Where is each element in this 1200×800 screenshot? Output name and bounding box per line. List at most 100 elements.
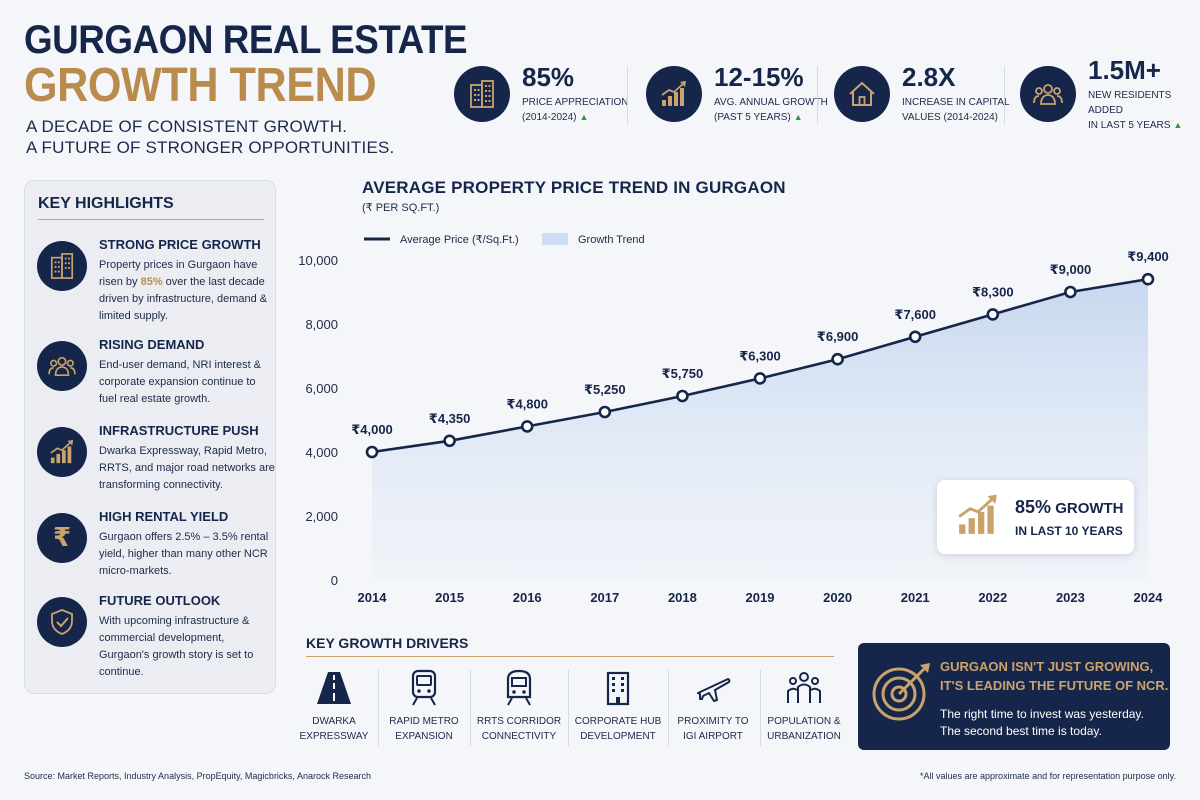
office-building-icon <box>570 668 666 708</box>
metro-train-icon <box>376 668 472 708</box>
stat-label-2: IN LAST 5 YEARS <box>1088 119 1171 131</box>
data-label: ₹7,600 <box>894 307 936 322</box>
x-tick-label: 2015 <box>435 590 464 605</box>
driver-label-1: DWARKA <box>312 716 356 727</box>
driver-divider <box>470 670 471 746</box>
airplane-icon <box>665 668 761 708</box>
driver-divider <box>568 670 569 746</box>
driver-label-2: EXPRESSWAY <box>299 731 369 742</box>
stat-label-1: INCREASE IN CAPITAL <box>902 97 1010 108</box>
growth-callout-value: 85% <box>1015 496 1052 517</box>
driver-item: RRTS CORRIDOR CONNECTIVITY <box>471 668 567 744</box>
data-point <box>365 445 379 459</box>
building-icon <box>37 241 87 291</box>
building-icon <box>454 66 510 122</box>
stat-divider <box>627 66 628 124</box>
driver-label-1: PROXIMITY TO <box>677 716 749 727</box>
highlight-desc: End-user demand, NRI interest & corporat… <box>99 359 262 405</box>
data-point <box>520 420 534 433</box>
x-tick-label: 2022 <box>978 590 1007 605</box>
data-point <box>598 405 612 419</box>
driver-item: DWARKA EXPRESSWAY <box>286 668 382 744</box>
data-label: ₹4,000 <box>351 422 393 437</box>
stat-value: 2.8X <box>902 62 956 92</box>
data-point <box>443 434 456 448</box>
cta-headline-2: IT'S LEADING THE FUTURE OF NCR. <box>940 678 1169 693</box>
growth-callout-suffix: GROWTH <box>1051 499 1124 517</box>
x-tick-label: 2024 <box>1134 590 1164 605</box>
x-tick-label: 2018 <box>668 590 697 605</box>
data-label: ₹9,000 <box>1050 262 1092 277</box>
drivers-divider <box>306 656 834 657</box>
stat-label-1: PRICE APPRECIATION <box>522 97 629 108</box>
growth-callout-caption: IN LAST 10 YEARS <box>1015 523 1123 538</box>
subtitle-line-1: A DECADE OF CONSISTENT GROWTH. <box>26 117 348 136</box>
data-label: ₹5,250 <box>584 382 626 397</box>
driver-label-2: URBANIZATION <box>767 731 841 742</box>
driver-item: PROXIMITY TO IGI AIRPORT <box>665 668 761 744</box>
driver-divider <box>378 670 379 746</box>
house-icon <box>834 66 890 122</box>
title-line-1: GURGAON REAL ESTATE <box>24 18 468 62</box>
y-axis: 0 2,000 4,000 6,000 8,000 10,000 <box>298 253 338 588</box>
x-tick-label: 2023 <box>1056 590 1085 605</box>
rrts-train-icon <box>471 668 567 708</box>
driver-label-2: CONNECTIVITY <box>481 731 557 742</box>
x-tick-label: 2017 <box>590 590 619 605</box>
data-label: ₹5,750 <box>662 366 704 381</box>
legend-line-label: Average Price (₹/Sq.Ft.) <box>400 234 519 246</box>
driver-item: CORPORATE HUB DEVELOPMENT <box>570 668 666 744</box>
stat-label-2: (PAST 5 YEARS) <box>714 112 791 123</box>
data-points <box>365 272 1155 459</box>
cta-headline-1: GURGAON ISN'T JUST GROWING, <box>940 659 1154 674</box>
highlight-emphasis: 85% <box>140 276 163 288</box>
driver-divider <box>760 670 761 746</box>
highlight-desc: Dwarka Expressway, Rapid Metro, RRTS, an… <box>99 445 275 491</box>
stat-label-2: (2014-2024) <box>522 112 577 123</box>
stat-price-appreciation: 85% PRICE APPRECIATION (2014-2024) ▲ <box>454 62 629 126</box>
stat-value: 1.5M+ <box>1088 54 1161 85</box>
driver-label-1: RAPID METRO <box>389 716 459 727</box>
growth-callout: 85% GROWTH IN LAST 10 YEARS <box>937 480 1134 554</box>
stat-new-residents: 1.5M+ NEW RESIDENTS ADDED IN LAST 5 YEAR… <box>1020 56 1200 131</box>
growth-chart-icon <box>646 66 702 122</box>
source-note: Source: Market Reports, Industry Analysi… <box>24 771 371 781</box>
driver-label-2: IGI AIRPORT <box>683 731 743 742</box>
highlight-desc-text: Property prices in Gurgaon have risen by <box>99 259 258 288</box>
key-highlights-title: KEY HIGHLIGHTS <box>38 195 174 212</box>
chart-title: AVERAGE PROPERTY PRICE TREND IN GURGAON <box>362 178 786 197</box>
chart-legend: Average Price (₹/Sq.Ft.) Growth Trend <box>364 233 645 246</box>
data-point <box>676 389 689 403</box>
data-point <box>1064 285 1077 299</box>
up-arrow-icon: ▲ <box>1173 119 1183 130</box>
data-point <box>753 372 767 385</box>
target-icon <box>870 661 932 728</box>
cta-body-1: The right time to invest was yesterday. <box>940 707 1144 721</box>
x-tick-label: 2016 <box>513 590 542 605</box>
highlight-title: RISING DEMAND <box>99 337 205 352</box>
road-icon <box>286 668 382 708</box>
highlight-title: HIGH RENTAL YIELD <box>99 509 229 524</box>
x-axis: 2014 2015 2016 2017 2018 2019 2020 2021 2022 2023… <box>358 590 1164 605</box>
subtitle-line-2: A FUTURE OF STRONGER OPPORTUNITIES. <box>26 138 395 157</box>
y-tick-label: 10,000 <box>298 253 338 268</box>
data-labels: ₹4,000 ₹4,350 ₹4,800 ₹5,250 ₹5,750 ₹6,300 ₹6,9… <box>351 249 1169 437</box>
up-arrow-icon: ▲ <box>793 112 803 122</box>
data-label: ₹9,400 <box>1127 249 1169 264</box>
y-tick-label: 6,000 <box>305 381 338 396</box>
stat-label-1: AVG. ANNUAL GROWTH <box>714 97 828 108</box>
drivers-title: KEY GROWTH DRIVERS <box>306 635 469 651</box>
shield-check-icon <box>37 597 87 647</box>
key-highlights-divider <box>38 219 264 220</box>
driver-label-2: DEVELOPMENT <box>580 731 656 742</box>
rupee-icon: ₹ <box>37 513 87 563</box>
driver-label-1: RRTS CORRIDOR <box>476 716 562 727</box>
growth-chart-icon <box>953 493 1003 542</box>
people-icon <box>1020 66 1076 122</box>
cta-body-2: The second best time is today. <box>940 724 1102 738</box>
data-point <box>908 330 922 344</box>
driver-label-1: CORPORATE HUB <box>574 716 662 727</box>
data-label: ₹4,350 <box>429 411 471 426</box>
stat-value: 85% <box>522 62 575 92</box>
stat-divider <box>1004 66 1005 124</box>
